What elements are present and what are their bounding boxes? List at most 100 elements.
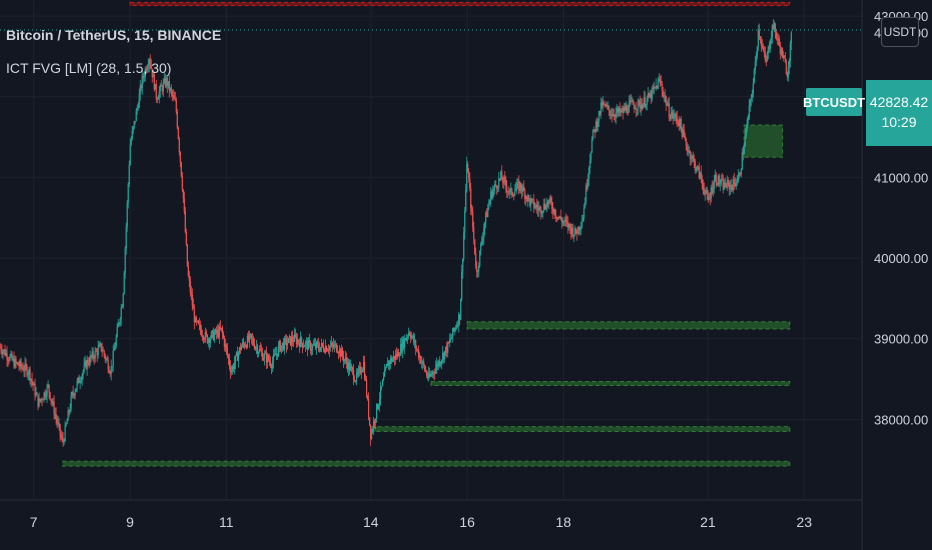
symbol-legend[interactable]: Bitcoin / TetherUS, 15, BINANCE — [6, 27, 222, 43]
candle-up — [326, 350, 329, 352]
candle-up — [671, 111, 673, 115]
candle-up — [522, 186, 524, 192]
candle-up — [507, 191, 509, 193]
candle-up — [723, 181, 725, 190]
candle-up — [99, 343, 101, 345]
indicator-legend[interactable]: ICT FVG [LM] (28, 1.5, 30) — [6, 60, 172, 76]
candle-down — [191, 294, 193, 306]
candle-up — [130, 139, 132, 145]
candle-up — [667, 103, 669, 106]
candle-up — [642, 103, 644, 109]
candle-down — [185, 232, 187, 245]
candle-up — [74, 391, 76, 396]
candle-down — [644, 97, 646, 107]
candle-down — [189, 280, 191, 293]
candle-down — [156, 98, 158, 100]
candle-down — [351, 367, 354, 370]
candle-down — [619, 107, 621, 113]
candle-up — [488, 204, 490, 209]
candle-up — [71, 392, 73, 397]
candle-up — [623, 107, 625, 113]
candle-up — [458, 314, 460, 326]
candle-up — [12, 358, 14, 360]
candle-up — [440, 362, 442, 366]
candle-up — [618, 107, 620, 113]
candle-up — [497, 187, 499, 189]
candle-down — [672, 111, 674, 118]
candle-up — [89, 355, 91, 364]
candle-up — [574, 228, 576, 235]
candle-up — [340, 349, 343, 357]
candle-up — [116, 327, 118, 337]
candle-down — [177, 127, 179, 139]
candle-down — [183, 198, 185, 212]
candle-down — [403, 339, 405, 348]
candle-down — [109, 372, 111, 375]
candle-up — [404, 338, 406, 348]
candle-down — [423, 361, 425, 366]
candle-up — [582, 217, 584, 222]
currency-unit-button[interactable]: USDT — [881, 17, 919, 47]
y-tick-label: 41000.00 — [874, 170, 928, 185]
candle-down — [528, 195, 530, 199]
candle-down — [164, 78, 166, 86]
candle-up — [745, 128, 747, 136]
candle-up — [2, 351, 4, 354]
candle-up — [105, 358, 107, 360]
candle-down — [20, 360, 22, 367]
candle-up — [395, 354, 397, 360]
candle-up — [749, 100, 751, 106]
candle-down — [521, 188, 523, 192]
candle-down — [155, 84, 157, 99]
candle-up — [139, 85, 141, 95]
candle-up — [481, 241, 483, 245]
candle-up — [296, 339, 299, 345]
last-price-value: 42828.42 — [869, 94, 929, 111]
candle-up — [557, 217, 559, 219]
candle-up — [119, 319, 121, 323]
candle-up — [357, 369, 360, 374]
candle-down — [457, 325, 459, 326]
candle-down — [193, 308, 195, 323]
candle-down — [692, 156, 694, 159]
candle-up — [84, 361, 86, 365]
candle-up — [740, 169, 742, 175]
candle-down — [396, 354, 398, 357]
candle-up — [128, 165, 130, 184]
candle-down — [501, 171, 503, 180]
candle-up — [315, 342, 318, 349]
candle-up — [615, 112, 617, 118]
candle-up — [517, 181, 519, 184]
candle-down — [245, 345, 248, 348]
candle-up — [143, 77, 145, 78]
candle-up — [307, 340, 310, 350]
candle-up — [372, 430, 374, 432]
candle-up — [598, 110, 600, 122]
candle-up — [767, 46, 769, 53]
candle-up — [77, 377, 79, 382]
candle-down — [505, 179, 507, 187]
candle-down — [426, 371, 428, 376]
candle-up — [580, 226, 582, 229]
candle-down — [7, 359, 9, 361]
candle-up — [125, 226, 127, 249]
candle-down — [352, 369, 355, 380]
candle-up — [444, 351, 446, 360]
candle-up — [756, 46, 758, 56]
candle-down — [323, 350, 326, 353]
candle-up — [169, 88, 171, 91]
candle-up — [254, 347, 257, 349]
candle-down — [763, 50, 765, 54]
candle-down — [555, 215, 557, 217]
candle-down — [420, 356, 422, 364]
candle-up — [66, 420, 68, 424]
candle-down — [29, 368, 31, 381]
candle-down — [174, 99, 176, 101]
candle-up — [541, 212, 543, 214]
candle-down — [387, 364, 389, 367]
candle-up — [436, 363, 438, 368]
candle-down — [140, 85, 142, 89]
candle-down — [225, 344, 227, 349]
candle-up — [400, 344, 402, 356]
